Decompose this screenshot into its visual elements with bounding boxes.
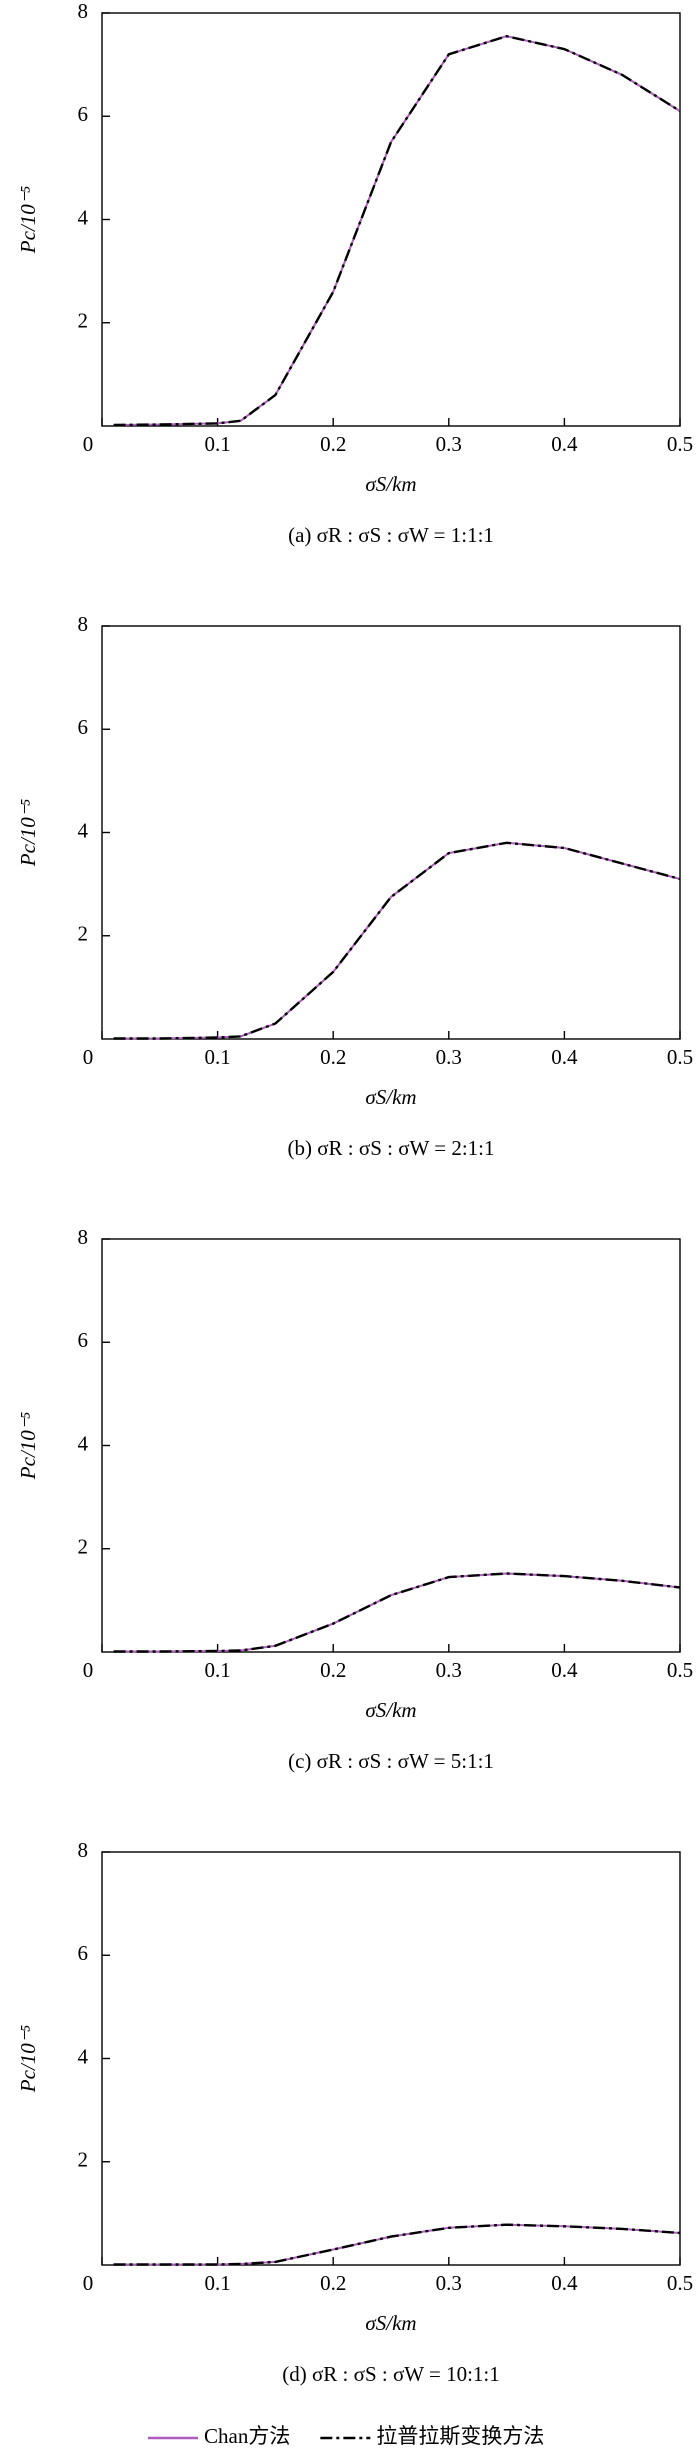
y-axis-label: Pc/10⁻⁵ xyxy=(16,799,40,867)
x-tick-label: 0.5 xyxy=(667,1658,693,1682)
caption: (b) σR : σS : σW = 2:1:1 xyxy=(287,1136,494,1160)
plot-frame xyxy=(101,625,681,1040)
plot-frame xyxy=(101,1238,681,1653)
plot-frame xyxy=(101,12,681,427)
data-line xyxy=(113,1572,681,1653)
x-tick-label: 0.3 xyxy=(436,2271,462,2295)
y-tick-label: 4 xyxy=(78,818,89,842)
y-tick-label: 6 xyxy=(78,1941,89,1965)
x-tick-label: 0.1 xyxy=(204,1658,230,1682)
y-axis-label: Pc/10⁻⁵ xyxy=(16,2025,40,2093)
caption: (d) σR : σS : σW = 10:1:1 xyxy=(282,2362,500,2386)
x-tick-label: 0.2 xyxy=(320,2271,346,2295)
y-tick-label: 2 xyxy=(78,922,89,946)
y-tick-label: 6 xyxy=(78,715,89,739)
caption: (c) σR : σS : σW = 5:1:1 xyxy=(288,1749,494,1773)
data-line xyxy=(113,841,681,1040)
legend-label: 拉普拉斯变换方法 xyxy=(376,2424,544,2448)
x-axis-label: σS/km xyxy=(365,1698,416,1722)
x-tick-label: 0 xyxy=(83,1658,94,1682)
y-axis-label: Pc/10⁻⁵ xyxy=(16,186,40,254)
x-tick-label: 0.3 xyxy=(436,432,462,456)
x-tick-label: 0.4 xyxy=(551,432,578,456)
x-axis-label: σS/km xyxy=(365,1085,416,1109)
x-tick-label: 0.2 xyxy=(320,1658,346,1682)
y-tick-label: 6 xyxy=(78,102,89,126)
x-tick-label: 0 xyxy=(83,2271,94,2295)
x-axis-label: σS/km xyxy=(365,472,416,496)
data-line xyxy=(113,2223,681,2266)
y-tick-label: 8 xyxy=(78,1838,89,1862)
data-line xyxy=(113,841,681,1040)
plot-frame xyxy=(101,1851,681,2266)
y-tick-label: 4 xyxy=(78,205,89,229)
y-tick-label: 4 xyxy=(78,2044,89,2068)
x-tick-label: 0.5 xyxy=(667,1045,693,1069)
x-tick-label: 0 xyxy=(83,1045,94,1069)
caption: (a) σR : σS : σW = 1:1:1 xyxy=(288,523,494,547)
data-line xyxy=(113,34,681,427)
legend-label: Chan方法 xyxy=(204,2424,290,2448)
x-tick-label: 0.4 xyxy=(551,1045,578,1069)
x-tick-label: 0.1 xyxy=(204,1045,230,1069)
x-tick-label: 0.4 xyxy=(551,2271,578,2295)
y-tick-label: 2 xyxy=(78,309,89,333)
y-tick-label: 2 xyxy=(78,1535,89,1559)
x-tick-label: 0.4 xyxy=(551,1658,578,1682)
y-tick-label: 2 xyxy=(78,2148,89,2172)
y-axis-label: Pc/10⁻⁵ xyxy=(16,1412,40,1480)
data-line xyxy=(113,2223,681,2266)
y-tick-label: 8 xyxy=(78,0,89,23)
data-line xyxy=(113,35,681,426)
x-tick-label: 0.5 xyxy=(667,432,693,456)
x-tick-label: 0.3 xyxy=(436,1658,462,1682)
x-tick-label: 0.3 xyxy=(436,1045,462,1069)
x-tick-label: 0.2 xyxy=(320,432,346,456)
x-tick-label: 0.1 xyxy=(204,432,230,456)
x-tick-label: 0 xyxy=(83,432,94,456)
y-tick-label: 4 xyxy=(78,1431,89,1455)
y-tick-label: 8 xyxy=(78,612,89,636)
x-tick-label: 0.1 xyxy=(204,2271,230,2295)
x-tick-label: 0.5 xyxy=(667,2271,693,2295)
x-axis-label: σS/km xyxy=(365,2311,416,2335)
y-tick-label: 6 xyxy=(78,1328,89,1352)
x-tick-label: 0.2 xyxy=(320,1045,346,1069)
y-tick-label: 8 xyxy=(78,1225,89,1249)
data-line xyxy=(113,1572,681,1653)
